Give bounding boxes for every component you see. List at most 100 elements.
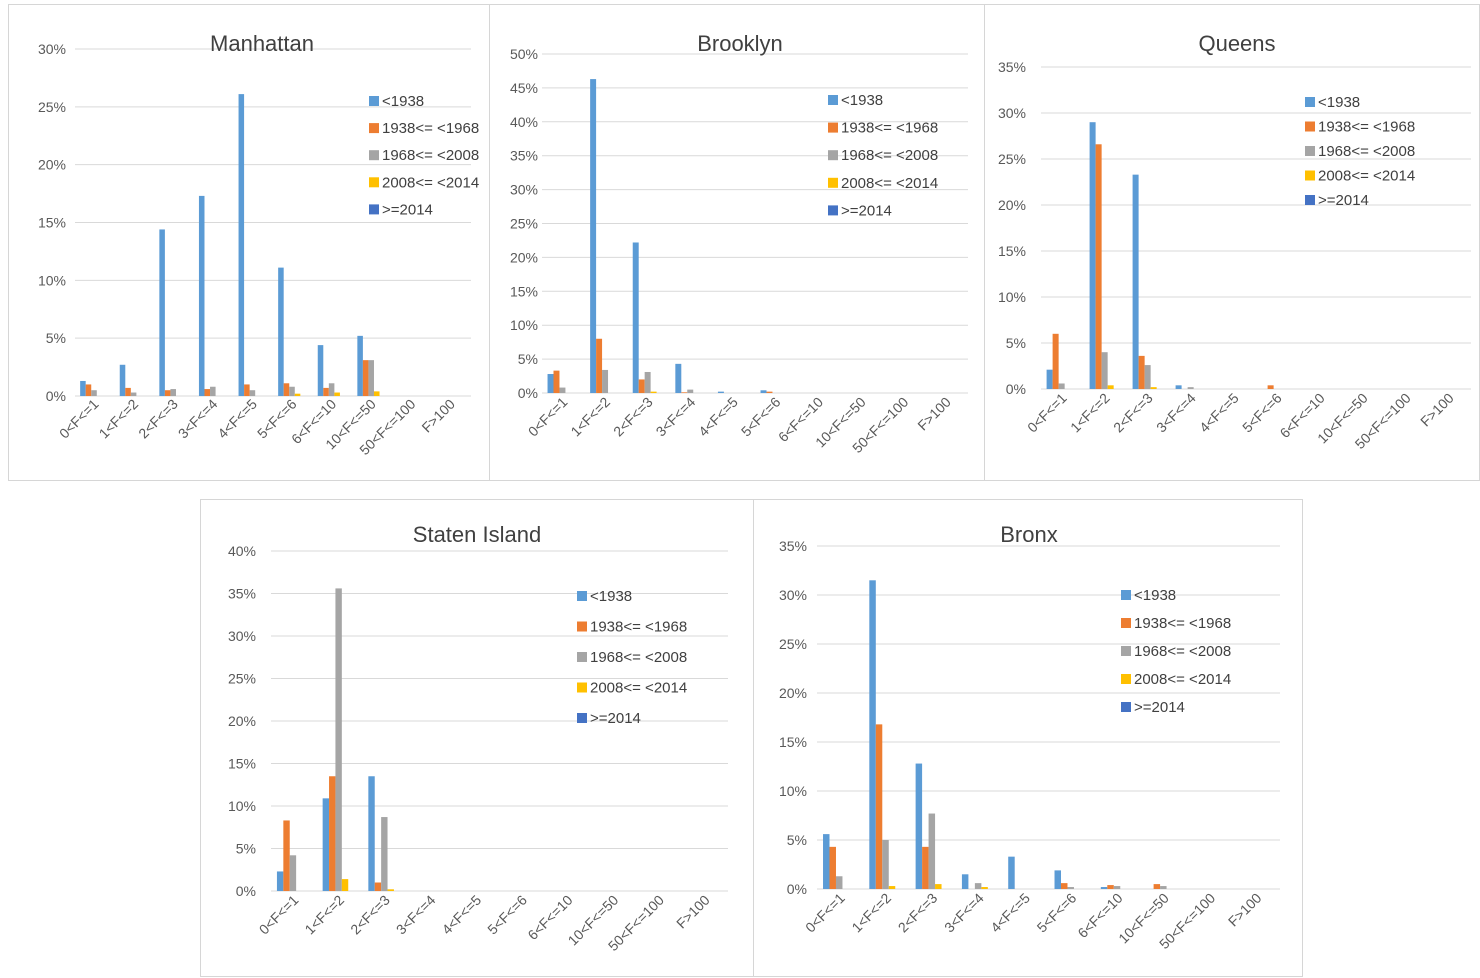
legend-label: <1938 xyxy=(382,93,424,110)
bar xyxy=(283,383,290,396)
bar xyxy=(638,379,645,393)
x-tick-label: F>100 xyxy=(914,394,954,434)
bar xyxy=(204,389,211,396)
bar xyxy=(590,79,597,393)
bar xyxy=(1061,883,1068,889)
bar xyxy=(823,834,830,889)
chart-panel-queens: 0% 5% 10% 15% 20% 25% 30% 35% 0<F<=1 1<F<=2 2<F<=3… xyxy=(984,4,1480,481)
bar xyxy=(323,387,329,396)
x-tick-label: 2<F<=3 xyxy=(135,396,181,442)
legend-swatch xyxy=(1305,195,1315,205)
legend-label: >=2014 xyxy=(1318,192,1369,209)
chart-panel-manhattan: 0% 5% 10% 15% 20% 25% 30% 0<F<=1 1<F<=2 2<F<=3 3<F… xyxy=(8,4,490,481)
bar xyxy=(373,391,380,396)
bar xyxy=(1160,886,1167,889)
bar xyxy=(974,883,982,889)
y-tick-label: 15% xyxy=(998,243,1026,259)
bar xyxy=(760,390,767,393)
bar xyxy=(717,391,724,393)
bar xyxy=(381,817,388,891)
y-tick-label: 15% xyxy=(38,215,66,231)
chart-title: Brooklyn xyxy=(697,31,783,56)
x-tick-label: 1<F<=2 xyxy=(96,396,142,442)
bar xyxy=(681,392,688,393)
legend-swatch xyxy=(577,652,587,662)
x-tick-label: 3<F<=4 xyxy=(941,890,987,936)
bar xyxy=(935,884,942,889)
legend-label: 1968<= <2008 xyxy=(1318,143,1415,160)
x-tick-label: 2<F<=3 xyxy=(347,892,393,938)
legend-swatch xyxy=(1305,170,1315,181)
bar xyxy=(374,882,382,891)
x-tick-label: F>100 xyxy=(1225,890,1265,930)
y-tick-label: 35% xyxy=(228,586,256,602)
bar xyxy=(687,389,694,393)
bar xyxy=(276,871,284,891)
bar xyxy=(130,392,137,396)
bar xyxy=(210,386,216,396)
bar xyxy=(675,363,682,393)
bar xyxy=(1052,333,1059,389)
legend-swatch xyxy=(828,122,838,133)
y-tick-label: 20% xyxy=(38,157,66,173)
legend-label: 1938<= <1968 xyxy=(841,120,938,137)
x-tick-label: 4<F<=5 xyxy=(439,892,485,938)
bar xyxy=(650,391,657,393)
chart-title: Queens xyxy=(1198,31,1275,56)
y-tick-label: 30% xyxy=(228,628,256,644)
x-tick-label: 0<F<=1 xyxy=(1024,390,1070,436)
bar xyxy=(888,886,896,889)
x-tick-label: 1<F<=2 xyxy=(301,892,347,938)
chart-staten-island: 0% 5% 10% 15% 20% 25% 30% 35% 40% 0<F<=1 1<F<=2 2<F… xyxy=(228,522,728,954)
bar xyxy=(289,855,297,891)
y-tick-label: 0% xyxy=(787,881,807,897)
bar xyxy=(1113,886,1121,889)
y-tick-label: 30% xyxy=(510,182,538,198)
bar xyxy=(1107,885,1114,889)
bar xyxy=(1058,383,1065,389)
bar xyxy=(1089,122,1096,389)
y-tick-label: 5% xyxy=(787,832,807,848)
bar xyxy=(322,798,330,891)
bar xyxy=(283,820,290,891)
x-tick-label: 1<F<=2 xyxy=(567,394,613,440)
bar xyxy=(766,391,773,393)
legend-swatch xyxy=(369,123,379,134)
chart-title: Staten Island xyxy=(413,522,541,547)
legend-swatch xyxy=(369,177,379,188)
legend-label: 2008<= <2014 xyxy=(1318,168,1415,185)
legend-swatch xyxy=(1121,646,1131,656)
bar xyxy=(329,776,336,891)
y-tick-label: 10% xyxy=(228,798,256,814)
legend-label: 1968<= <2008 xyxy=(590,649,687,666)
legend-label: 1938<= <1968 xyxy=(590,619,687,636)
legend-label: >=2014 xyxy=(590,710,641,727)
bar xyxy=(278,267,284,396)
x-tick-label: 5<F<=6 xyxy=(1034,890,1080,936)
y-tick-label: 15% xyxy=(228,756,256,772)
y-tick-label: 5% xyxy=(236,841,256,857)
bar xyxy=(341,879,349,891)
legend-swatch xyxy=(577,682,587,693)
chart-queens: 0% 5% 10% 15% 20% 25% 30% 35% 0<F<=11<F<=22<F<=3… xyxy=(998,31,1471,452)
legend-swatch xyxy=(577,713,587,723)
bar xyxy=(362,360,369,396)
legend-label: 1968<= <2008 xyxy=(841,147,938,164)
bar xyxy=(317,345,324,396)
bar xyxy=(125,387,131,396)
bar xyxy=(1101,352,1108,389)
x-tick-label: 4<F<=5 xyxy=(214,396,260,442)
bar xyxy=(1095,144,1102,389)
legend-swatch xyxy=(1305,146,1315,156)
y-tick-label: 35% xyxy=(510,148,538,164)
bar xyxy=(981,887,988,889)
bar xyxy=(1144,365,1151,389)
legend-label: 2008<= <2014 xyxy=(382,174,479,191)
bar xyxy=(961,874,969,889)
legend-swatch xyxy=(369,150,379,161)
bar xyxy=(559,387,566,393)
legend-label: >=2014 xyxy=(1134,699,1185,716)
bar xyxy=(928,813,936,889)
y-tick-label: 10% xyxy=(779,783,807,799)
bar xyxy=(328,383,335,396)
